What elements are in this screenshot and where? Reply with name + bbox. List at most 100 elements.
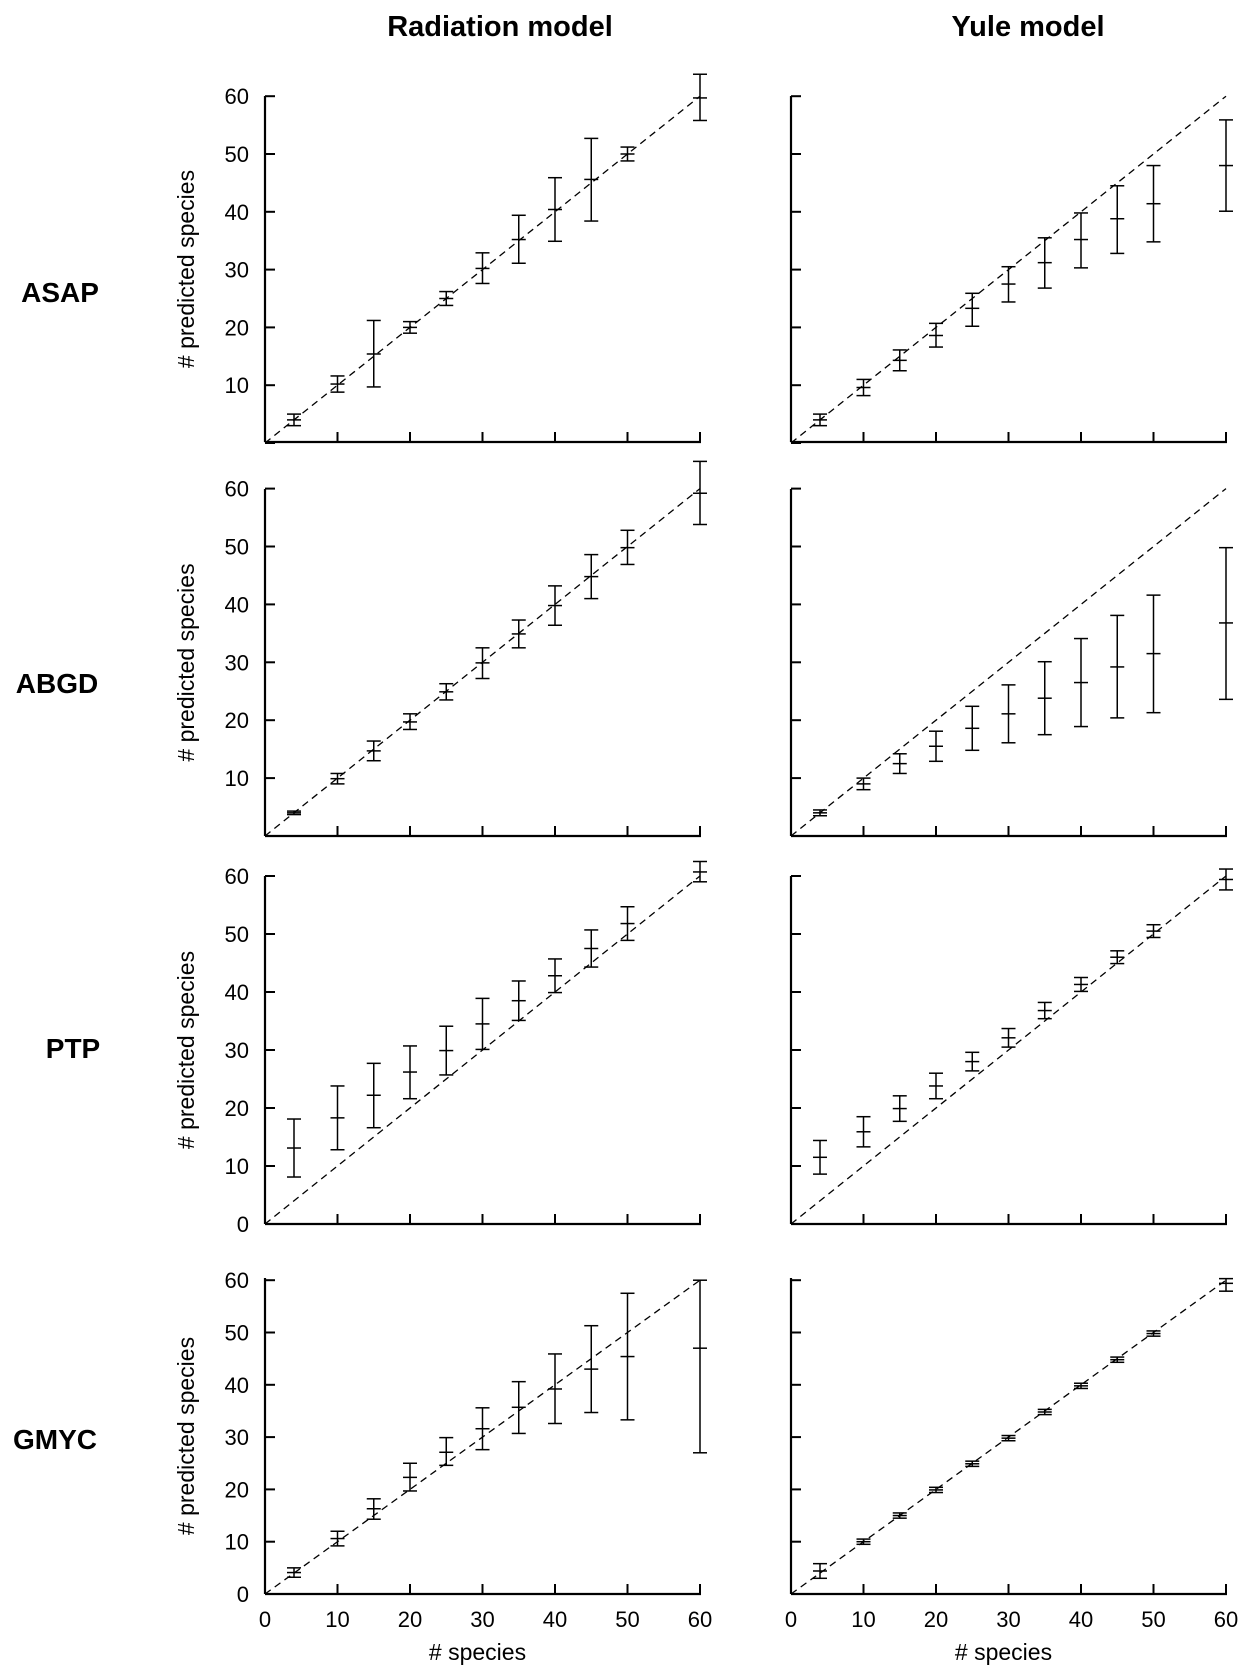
error-bar — [584, 137, 599, 222]
x-tick-label: 60 — [688, 1607, 712, 1632]
error-bar — [1110, 185, 1125, 255]
reference-line-identity — [790, 875, 1227, 1225]
x-tick-label: 50 — [615, 1607, 639, 1632]
error-bar — [330, 772, 345, 785]
error-bar — [584, 1324, 599, 1414]
x-tick-label: 0 — [785, 1607, 797, 1632]
x-tick-label: 60 — [1214, 1607, 1238, 1632]
y-tick-label: 30 — [225, 650, 249, 675]
x-tick-label: 10 — [851, 1607, 875, 1632]
error-bar — [1219, 119, 1233, 212]
error-bar — [1074, 212, 1088, 269]
error-bar — [548, 958, 562, 994]
error-bar — [1074, 637, 1088, 728]
error-bar — [929, 1072, 943, 1100]
y-tick-label: 20 — [225, 315, 249, 340]
error-bar — [403, 320, 417, 334]
error-bar — [1110, 614, 1125, 719]
error-bar — [1219, 868, 1233, 891]
error-bar — [1146, 923, 1161, 939]
row-label-ptp: PTP — [46, 1033, 100, 1064]
y-tick-label: 50 — [225, 535, 249, 560]
error-bar — [1001, 1434, 1016, 1442]
x-tick-label: 20 — [924, 1607, 948, 1632]
y-tick-label: 0 — [237, 1582, 249, 1607]
error-bar — [1037, 1408, 1052, 1416]
row-label-asap: ASAP — [21, 277, 99, 308]
x-tick-label: 10 — [325, 1607, 349, 1632]
reference-line-identity — [790, 488, 1227, 837]
y-tick-label: 40 — [225, 592, 249, 617]
x-tick-label: 50 — [1141, 1607, 1165, 1632]
x-axis-label: # species — [955, 1639, 1052, 1665]
y-axis-label: # predicted species — [173, 170, 199, 368]
y-tick-label: 40 — [225, 1373, 249, 1398]
error-bar — [965, 1460, 980, 1468]
error-bar — [929, 730, 943, 763]
error-bar — [856, 378, 871, 397]
x-axis-label: # species — [429, 1639, 526, 1665]
error-bar — [366, 1062, 381, 1129]
x-tick-label: 40 — [1069, 1607, 1093, 1632]
x-tick-label: 40 — [543, 1607, 567, 1632]
error-bar — [693, 460, 707, 526]
error-bar — [1037, 237, 1052, 289]
error-bar — [330, 375, 345, 393]
x-tick-label: 30 — [996, 1607, 1020, 1632]
error-bar — [475, 997, 490, 1051]
y-tick-label: 60 — [225, 864, 249, 889]
error-bar — [403, 713, 417, 731]
x-tick-label: 30 — [470, 1607, 494, 1632]
y-tick-label: 10 — [225, 373, 249, 398]
error-bar — [813, 413, 827, 427]
error-bar — [548, 1353, 562, 1425]
panel-gmyc-yule-model: 0 10 20 30 40 50 60 # species — [785, 1277, 1238, 1665]
error-bar — [366, 1498, 381, 1520]
y-tick-label: 0 — [237, 1212, 249, 1237]
row-label-gmyc: GMYC — [13, 1424, 97, 1455]
error-bar — [693, 73, 707, 122]
error-bar — [1074, 976, 1088, 993]
error-bar — [584, 553, 599, 600]
error-bar — [1219, 546, 1233, 701]
error-bar — [287, 413, 301, 427]
error-bar — [287, 1567, 301, 1579]
panel-ptp-radiation-model: 0 10 20 30 40 50 60 # predicted species — [173, 860, 707, 1237]
y-tick-label: 20 — [225, 708, 249, 733]
error-bar — [330, 1530, 345, 1547]
error-bar — [439, 682, 454, 701]
error-bar — [620, 529, 635, 566]
error-bar — [693, 1279, 707, 1454]
y-tick-label: 10 — [225, 1154, 249, 1179]
error-bar — [548, 176, 562, 243]
x-tick-label: 0 — [259, 1607, 271, 1632]
error-bar — [813, 1562, 827, 1580]
y-tick-label: 30 — [225, 258, 249, 283]
error-bar — [856, 777, 871, 791]
error-bar — [892, 349, 907, 372]
error-bar — [1146, 594, 1161, 714]
y-axis-label: # predicted species — [173, 951, 199, 1149]
error-bar — [965, 292, 980, 327]
error-bar — [1001, 265, 1016, 303]
error-bar — [1001, 1027, 1016, 1048]
error-bar — [856, 1538, 871, 1546]
error-bar — [1146, 164, 1161, 243]
error-bar — [475, 1407, 490, 1451]
y-tick-label: 30 — [225, 1038, 249, 1063]
error-bar — [1219, 1277, 1233, 1292]
error-bar — [511, 980, 526, 1022]
y-tick-label: 40 — [225, 980, 249, 1005]
error-bar — [439, 290, 454, 307]
column-title-radiation: Radiation model — [387, 11, 613, 43]
error-bar — [892, 1512, 907, 1519]
error-bar — [965, 1051, 980, 1072]
y-axis-label: # predicted species — [173, 1337, 199, 1535]
error-bar — [892, 1095, 907, 1123]
y-tick-label: 20 — [225, 1477, 249, 1502]
y-tick-label: 20 — [225, 1096, 249, 1121]
panel-abgd-yule-model — [789, 487, 1233, 838]
panel-asap-radiation-model: 10 20 30 40 50 60 # predicted species — [173, 73, 707, 444]
error-bar — [856, 1115, 871, 1148]
y-axis-label: # predicted species — [173, 563, 199, 761]
